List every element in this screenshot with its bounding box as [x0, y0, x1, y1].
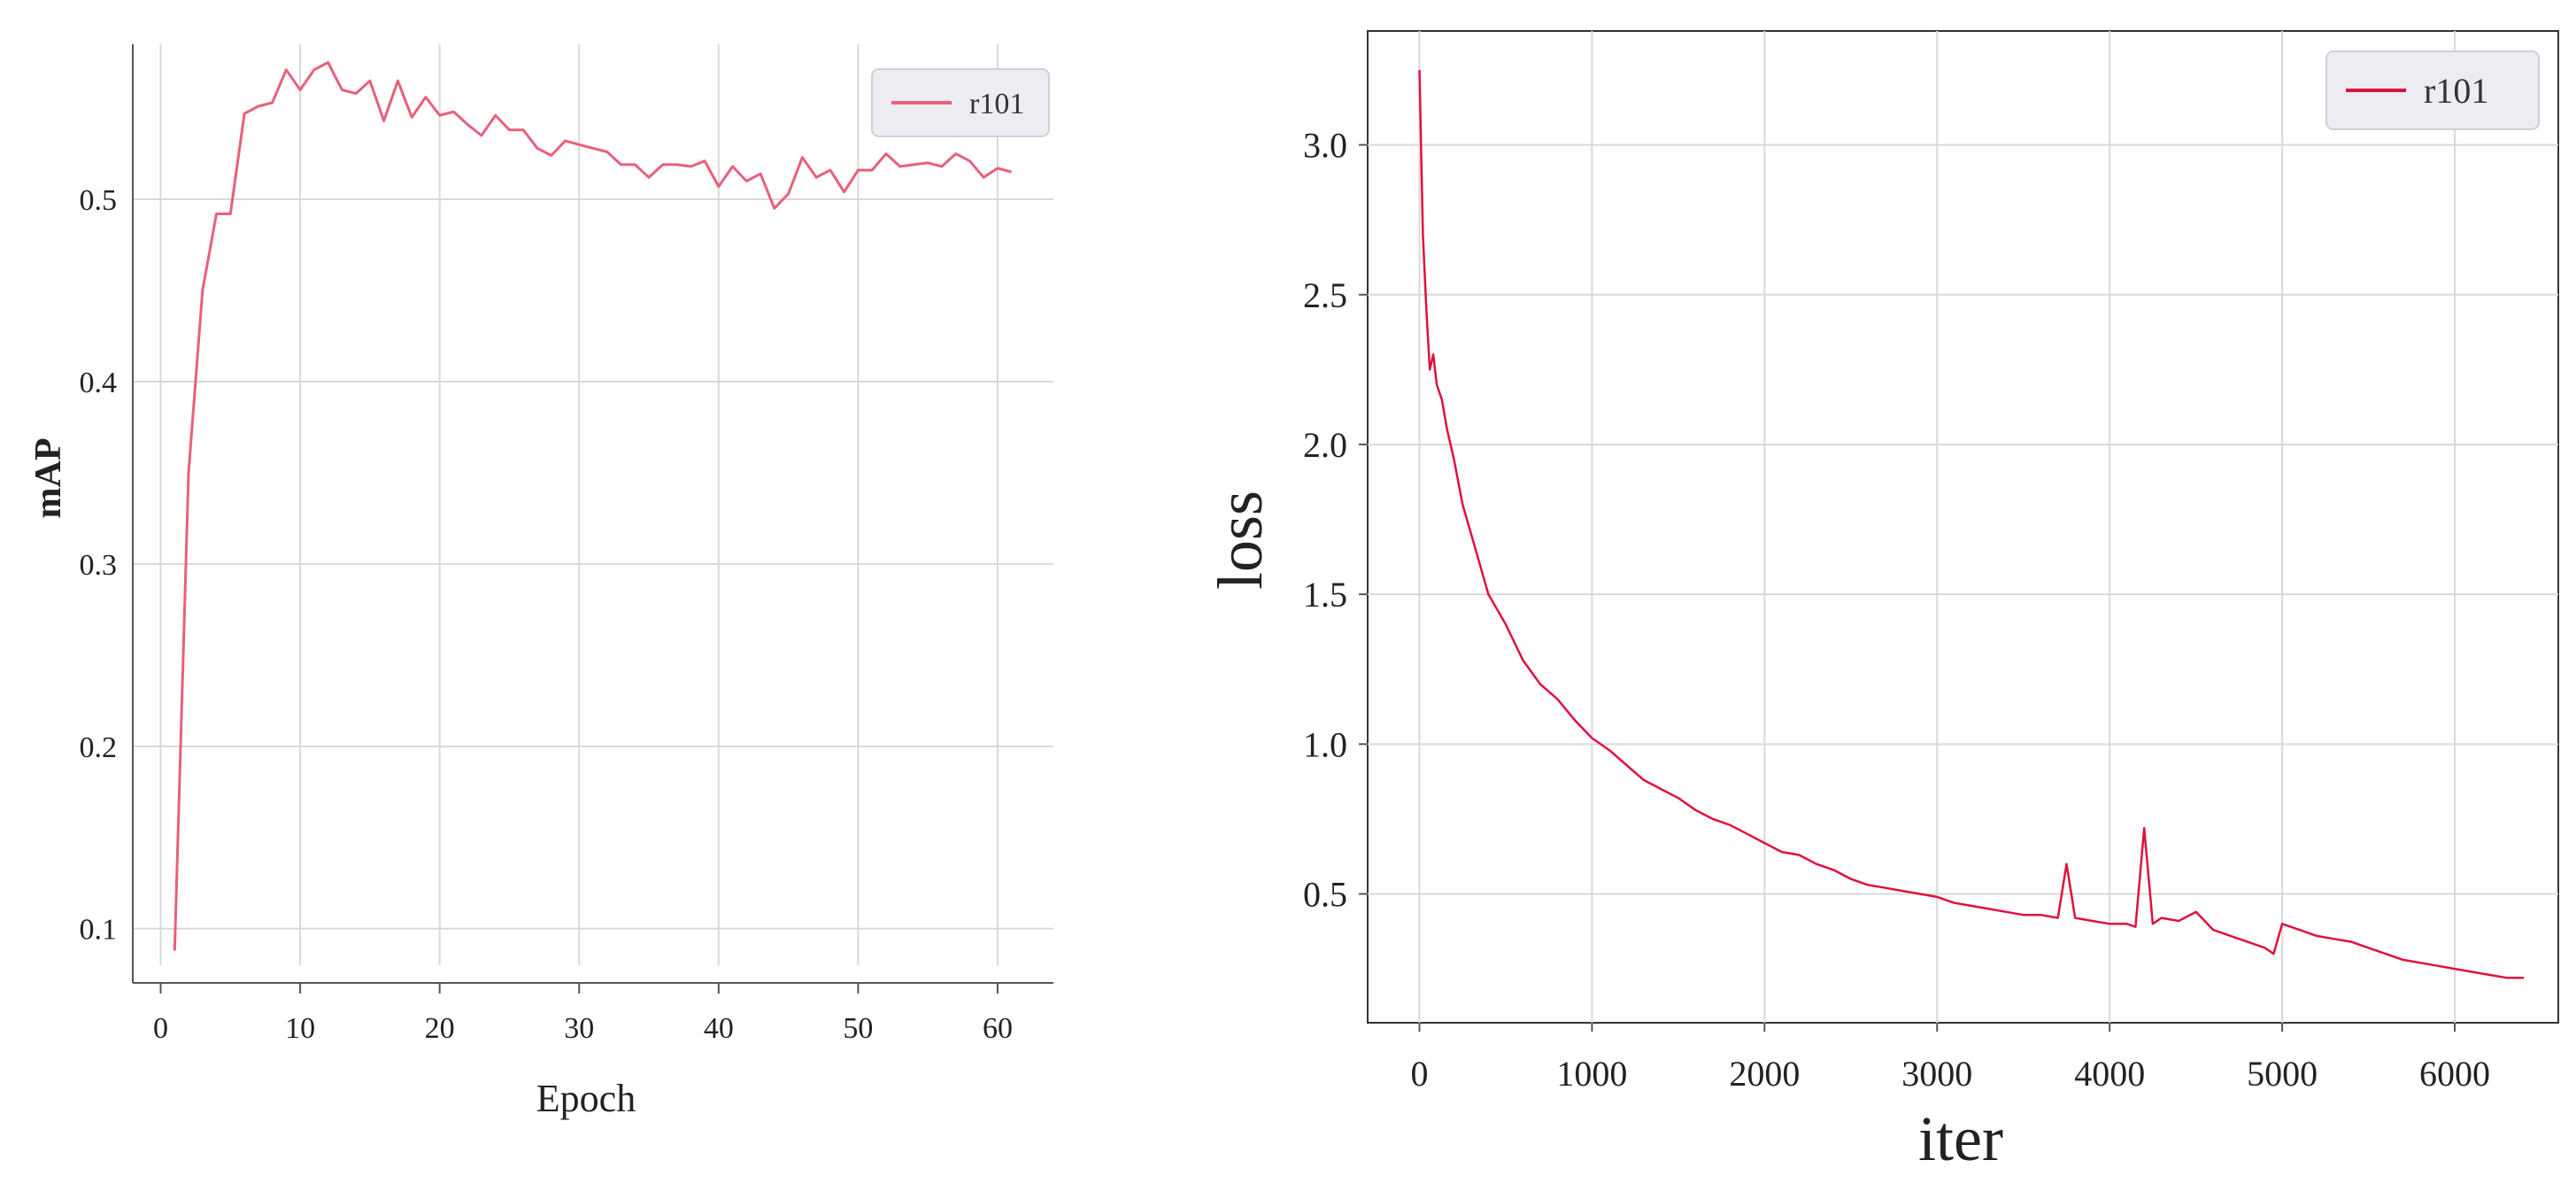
y-tick-label: 2.0: [1303, 425, 1347, 465]
x-tick-label: 30: [564, 1012, 594, 1045]
x-tick-label: 10: [285, 1012, 315, 1045]
y-tick-label: 0.2: [80, 731, 118, 764]
y-tick-label: 1.5: [1303, 575, 1347, 615]
y-tick-label: 0.5: [1303, 875, 1347, 915]
series-line: [173, 61, 1013, 951]
legend-label: r101: [2424, 71, 2488, 111]
x-tick-label: 1000: [1556, 1054, 1627, 1094]
x-tick-label: 0: [153, 1012, 168, 1045]
y-tick-label: 0.5: [80, 184, 118, 217]
x-tick-label: 0: [1410, 1054, 1428, 1094]
x-tick-label: 20: [425, 1012, 455, 1045]
x-tick-label: 60: [983, 1012, 1013, 1045]
legend-box: [871, 68, 1050, 137]
x-axis-label: iter: [1918, 1103, 2003, 1174]
x-tick-label: 5000: [2247, 1054, 2318, 1094]
y-tick-label: 0.1: [80, 914, 118, 947]
legend-box: [2325, 50, 2540, 130]
y-tick-label: 3.0: [1303, 126, 1347, 166]
x-tick-label: 4000: [2074, 1054, 2145, 1094]
x-axis-label: Epoch: [536, 1077, 636, 1120]
y-axis-label: mAP: [28, 438, 69, 519]
legend-label: r101: [969, 88, 1024, 120]
y-axis-label: loss: [1205, 491, 1276, 590]
y-tick-label: 0.3: [80, 549, 118, 582]
x-tick-label: 40: [704, 1012, 734, 1045]
y-tick-label: 2.5: [1303, 275, 1347, 315]
y-tick-label: 1.0: [1303, 724, 1347, 764]
series-line: [1418, 69, 2524, 979]
y-tick-label: 0.4: [80, 367, 118, 399]
x-tick-label: 2000: [1729, 1054, 1800, 1094]
x-tick-label: 3000: [1901, 1054, 1972, 1094]
x-tick-label: 6000: [2419, 1054, 2490, 1094]
x-tick-label: 50: [843, 1012, 873, 1045]
plot-frame: [1367, 30, 2559, 1024]
loss-vs-iter-chart: iter loss 0 1000 2000 3000 4000 5000 6000 0.5 1.…: [1205, 30, 2559, 1174]
map-vs-epoch-chart: Epoch mAP 0 10 20 30 40 50 60 0.1 0.2 0.3 0.4 0.5 r1…: [28, 44, 1053, 1120]
